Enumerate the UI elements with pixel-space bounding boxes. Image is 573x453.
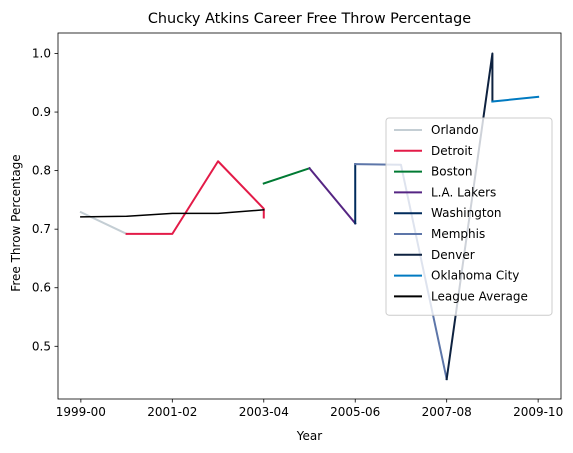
y-tick-label: 0.7	[32, 222, 51, 236]
x-tick-label: 2007-08	[422, 405, 472, 419]
x-tick-label: 2001-02	[147, 405, 197, 419]
x-tick-label: 1999-00	[56, 405, 106, 419]
legend-item: Memphis	[394, 227, 485, 241]
legend-item: Orlando	[394, 123, 479, 137]
legend-label: Detroit	[431, 144, 473, 158]
series-line-league-average	[80, 209, 265, 218]
series-line-boston	[262, 167, 311, 185]
y-tick-label: 0.8	[32, 164, 51, 178]
legend-label: League Average	[431, 289, 528, 303]
y-tick-label: 0.9	[32, 105, 51, 119]
legend-label: L.A. Lakers	[431, 185, 496, 199]
legend-label: Boston	[431, 165, 472, 179]
legend-label: Denver	[431, 248, 475, 262]
x-axis-ticks: 1999-00 2001-02 2003-04 2005-06 2007-08 2009-…	[56, 399, 563, 419]
x-axis-label: Year	[296, 429, 322, 443]
series-line-orlando	[79, 210, 128, 236]
legend-label: Orlando	[431, 123, 479, 137]
plot-frame	[57, 32, 562, 400]
legend-item: L.A. Lakers	[394, 185, 496, 199]
chart-title: Chucky Atkins Career Free Throw Percenta…	[148, 11, 471, 27]
legend-item: Detroit	[394, 144, 473, 158]
y-axis-ticks: 0.5 0.6 0.7 0.8 0.9 1.0	[32, 46, 58, 353]
legend-item: Boston	[394, 165, 472, 179]
axes-frame	[57, 32, 562, 400]
legend-label: Oklahoma City	[431, 269, 519, 283]
legend: Orlando Detroit Boston L.A. Lakers Washingto…	[385, 117, 553, 316]
legend-item: Oklahoma City	[394, 269, 519, 283]
legend-label: Memphis	[431, 227, 485, 241]
x-tick-label: 2009-10	[513, 405, 563, 419]
x-tick-label: 2003-04	[239, 405, 289, 419]
legend-item: League Average	[394, 289, 528, 303]
y-tick-label: 0.6	[32, 281, 51, 295]
series-line-oklahoma-city	[491, 95, 540, 103]
y-tick-label: 0.5	[32, 339, 51, 353]
legend-item: Washington	[394, 206, 502, 220]
y-tick-label: 1.0	[32, 46, 51, 60]
legend-item: Denver	[394, 248, 475, 262]
legend-box	[385, 117, 553, 316]
series-line-detroit	[125, 160, 265, 235]
y-axis-label: Free Throw Percentage	[9, 154, 23, 291]
legend-label: Washington	[431, 206, 502, 220]
x-tick-label: 2005-06	[330, 405, 380, 419]
series-line-l-a-lakers	[308, 166, 357, 225]
